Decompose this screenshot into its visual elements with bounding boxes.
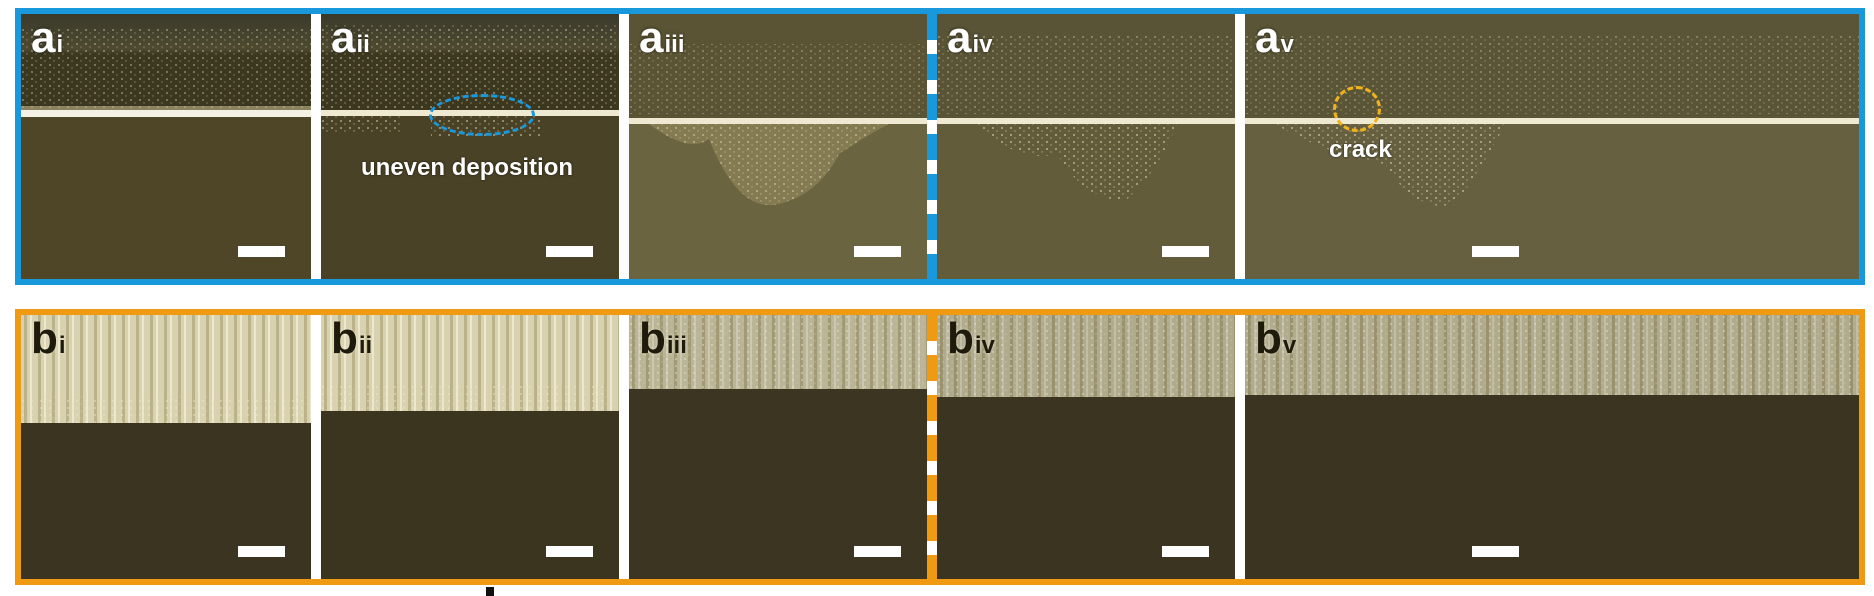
micrograph-image [1245,315,1859,579]
scale-bar [546,246,593,257]
panel-label: aiii [639,14,685,62]
dashed-divider [927,14,937,279]
panel-a-i: ai [21,14,311,279]
micrograph-image [937,14,1235,279]
panel-b-ii: bii [321,315,619,579]
panel-divider [619,14,629,279]
dashed-divider [927,315,937,579]
panel-label: bii [331,315,373,363]
scale-bar [1162,246,1209,257]
scale-bar [546,546,593,557]
panel-label: aiv [947,14,993,62]
micrograph-image [629,14,927,279]
panel-b-v: bv [1245,315,1859,579]
panel-divider [619,315,629,579]
uneven-deposition-ring [429,94,535,136]
scale-bar [238,546,285,557]
micrograph-image [21,14,311,279]
row-b-frame: bi bii biii biv [15,309,1865,585]
panel-divider [311,14,321,279]
scale-bar [1162,546,1209,557]
crack-label: crack [1329,136,1392,163]
panel-a-iv: aiv [937,14,1235,279]
scale-bar [854,546,901,557]
panel-divider [1235,315,1245,579]
micrograph-image [629,315,927,579]
panel-label: biii [639,315,687,363]
scale-bar [1472,246,1519,257]
panel-b-i: bi [21,315,311,579]
panel-a-v: av crack [1245,14,1859,279]
panel-b-iii: biii [629,315,927,579]
panel-divider [311,315,321,579]
bottom-tick-mark [486,587,494,596]
scale-bar [238,246,285,257]
panel-a-ii: aii uneven deposition [321,14,619,279]
panel-label: biv [947,315,995,363]
panel-b-iv: biv [937,315,1235,579]
panel-label: aii [331,14,370,62]
crack-ring [1333,86,1381,132]
scale-bar [854,246,901,257]
uneven-deposition-label: uneven deposition [361,154,574,181]
panel-a-iii: aiii [629,14,927,279]
panel-label: ai [31,14,64,62]
panel-divider [1235,14,1245,279]
panel-label: av [1255,14,1294,62]
scale-bar [1472,546,1519,557]
row-a-frame: ai aii uneven deposition aiii [15,8,1865,285]
panel-label: bi [31,315,66,363]
panel-label: bv [1255,315,1297,363]
